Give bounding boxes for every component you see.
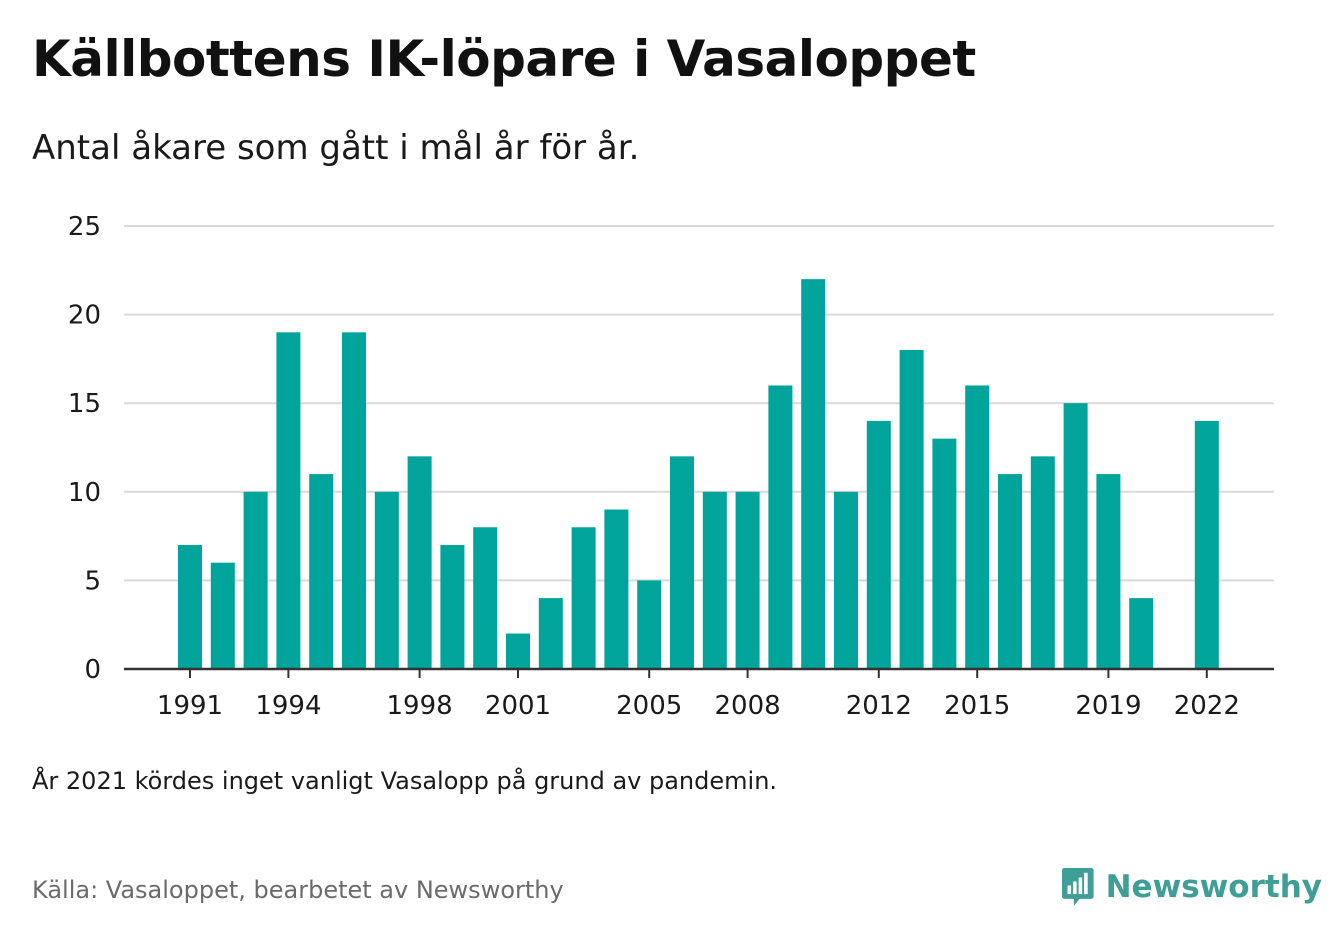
x-tick-label: 2005	[616, 691, 682, 721]
bar-2005	[637, 580, 662, 669]
chart-note: År 2021 kördes inget vanligt Vasalopp på…	[32, 767, 778, 795]
bar-2016	[998, 474, 1022, 669]
x-tick-label: 2001	[485, 691, 551, 721]
bar-2012	[866, 420, 891, 669]
bar-2017	[1030, 456, 1055, 669]
y-tick-label: 10	[68, 478, 101, 508]
x-axis	[124, 667, 1274, 678]
bar-1998	[407, 456, 432, 669]
x-tick-label: 2022	[1174, 691, 1240, 721]
bar-2008	[735, 491, 760, 669]
y-axis-labels: 0 5 10 15 20 25	[68, 212, 101, 685]
bar-chart: 0 5 10 15 20 25 1991 1994 1998 2001 2005 2008 2012 2…	[68, 212, 1274, 721]
y-tick-label: 5	[84, 566, 101, 596]
x-tick-label: 1991	[157, 691, 223, 721]
bar-2009	[768, 385, 793, 669]
bar-2010	[801, 279, 826, 669]
bar-1992	[210, 562, 235, 669]
bar-1991	[178, 544, 202, 669]
bar-1999	[440, 544, 465, 669]
bar-1997	[374, 491, 399, 669]
bar-1994	[276, 332, 301, 669]
y-tick-label: 15	[68, 389, 101, 419]
y-tick-label: 25	[68, 212, 101, 242]
y-tick-label: 20	[68, 301, 101, 331]
logo-text: Newsworthy	[1105, 869, 1322, 905]
x-tick-label: 1998	[387, 691, 453, 721]
x-axis-labels: 1991 1994 1998 2001 2005 2008 2012 2015 2019 2022	[157, 691, 1240, 721]
x-tick-label: 2019	[1075, 691, 1141, 721]
bar-2020	[1129, 598, 1154, 669]
bar-2013	[899, 350, 924, 669]
x-tick-label: 2015	[944, 691, 1010, 721]
bar-2015	[965, 385, 990, 669]
x-tick-label: 1994	[255, 691, 321, 721]
bar-chart-speech-bubble-icon	[1062, 868, 1094, 906]
bar-2006	[670, 456, 694, 669]
source-text: Källa: Vasaloppet, bearbetet av Newswort…	[32, 876, 564, 904]
bar-2004	[604, 509, 629, 669]
bar-2022	[1194, 420, 1219, 669]
bar-2018	[1063, 403, 1088, 669]
bar-2019	[1096, 474, 1121, 669]
bar-2000	[473, 527, 498, 669]
bar-1993	[243, 491, 268, 669]
newsworthy-logo: Newsworthy	[1062, 862, 1322, 912]
bar-1996	[342, 332, 366, 669]
bar-2001	[506, 633, 530, 669]
y-tick-label: 0	[84, 655, 101, 685]
bar-2007	[702, 491, 727, 669]
x-tick-label: 2008	[715, 691, 781, 721]
bar-2002	[538, 598, 563, 669]
bar-2014	[932, 438, 957, 669]
x-tick-label: 2012	[846, 691, 912, 721]
chart-title: Källbottens IK-löpare i Vasaloppet	[32, 30, 976, 88]
bars	[178, 279, 1219, 669]
bar-2003	[571, 527, 596, 669]
bar-2011	[834, 491, 858, 669]
chart-subtitle: Antal åkare som gått i mål år för år.	[32, 128, 640, 168]
bar-1995	[309, 474, 334, 669]
